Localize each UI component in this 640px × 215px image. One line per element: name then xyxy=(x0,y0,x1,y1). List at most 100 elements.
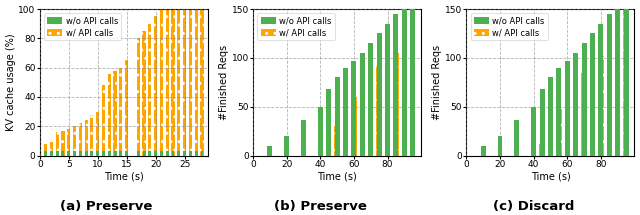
Bar xyxy=(598,24,604,155)
Bar xyxy=(154,16,157,155)
Bar xyxy=(44,151,47,155)
Bar xyxy=(481,146,486,155)
Bar xyxy=(351,61,356,155)
Bar xyxy=(360,82,365,155)
Bar xyxy=(148,24,152,155)
Bar xyxy=(102,85,105,155)
Legend: w/o API calls, w/ API calls: w/o API calls, w/ API calls xyxy=(257,13,335,40)
Bar xyxy=(73,151,76,155)
Bar xyxy=(56,151,59,155)
Bar xyxy=(102,151,105,155)
Bar xyxy=(623,9,628,155)
Text: (b) Preserve: (b) Preserve xyxy=(273,200,367,213)
Bar xyxy=(410,9,415,155)
Bar xyxy=(376,66,382,155)
Bar xyxy=(540,89,545,155)
Bar xyxy=(200,151,204,155)
Bar xyxy=(360,53,365,155)
Bar xyxy=(172,151,175,155)
Y-axis label: KV cache usage (%): KV cache usage (%) xyxy=(6,34,15,131)
Bar xyxy=(385,58,390,155)
Bar xyxy=(564,61,570,155)
Bar xyxy=(73,126,76,155)
Bar xyxy=(160,151,163,155)
Bar xyxy=(573,81,579,155)
X-axis label: Time (s): Time (s) xyxy=(317,172,357,181)
Bar xyxy=(90,115,93,155)
Bar xyxy=(564,95,570,155)
Bar xyxy=(183,151,186,155)
Bar xyxy=(143,151,145,155)
Bar xyxy=(96,112,99,155)
Bar xyxy=(402,9,407,155)
Bar xyxy=(44,144,47,155)
Bar xyxy=(351,97,356,155)
Bar xyxy=(183,9,186,155)
Bar xyxy=(393,53,399,155)
Bar xyxy=(318,107,323,155)
Bar xyxy=(335,77,340,155)
Bar xyxy=(50,142,53,155)
Bar xyxy=(394,14,398,155)
Bar xyxy=(148,151,151,155)
Bar xyxy=(326,89,331,155)
Bar xyxy=(515,120,519,155)
Bar xyxy=(573,53,578,155)
Bar xyxy=(335,126,340,155)
Bar xyxy=(556,109,561,155)
Legend: w/o API calls, w/ API calls: w/o API calls, w/ API calls xyxy=(470,13,548,40)
Bar xyxy=(556,68,561,155)
X-axis label: Time (s): Time (s) xyxy=(104,172,143,181)
Bar xyxy=(177,9,180,155)
Bar xyxy=(200,9,204,155)
Bar xyxy=(376,34,381,155)
Bar xyxy=(61,131,65,155)
Y-axis label: #Finished Reqs: #Finished Reqs xyxy=(219,45,229,120)
Bar xyxy=(137,38,140,155)
Bar xyxy=(125,151,128,155)
Bar xyxy=(113,71,116,155)
Bar xyxy=(160,9,163,155)
Bar xyxy=(548,124,553,155)
Bar xyxy=(607,50,612,155)
Legend: w/o API calls, w/ API calls: w/o API calls, w/ API calls xyxy=(44,13,122,40)
Text: (a) Preserve: (a) Preserve xyxy=(60,200,153,213)
Bar xyxy=(177,151,180,155)
Bar xyxy=(50,151,53,155)
Bar xyxy=(154,151,157,155)
X-axis label: Time (s): Time (s) xyxy=(531,172,570,181)
Bar xyxy=(195,9,198,155)
Text: (c) Discard: (c) Discard xyxy=(493,200,574,213)
Bar xyxy=(84,120,88,155)
Bar xyxy=(598,56,604,155)
Bar xyxy=(166,151,169,155)
Bar xyxy=(581,72,587,155)
Bar xyxy=(56,132,59,155)
Bar xyxy=(385,24,390,155)
Y-axis label: #Finished Reqs: #Finished Reqs xyxy=(432,45,442,120)
Bar xyxy=(284,136,289,155)
Bar xyxy=(90,151,93,155)
Bar xyxy=(67,151,70,155)
Bar xyxy=(189,151,192,155)
Bar xyxy=(540,144,545,155)
Bar xyxy=(589,63,595,155)
Bar xyxy=(125,60,128,155)
Bar xyxy=(607,14,612,155)
Bar xyxy=(143,31,146,155)
Bar xyxy=(108,151,111,155)
Bar xyxy=(531,107,536,155)
Bar xyxy=(326,146,332,155)
Bar xyxy=(343,68,348,155)
Bar xyxy=(67,129,70,155)
Bar xyxy=(623,9,628,155)
Bar xyxy=(61,151,65,155)
Bar xyxy=(137,151,140,155)
Bar xyxy=(189,9,192,155)
Bar xyxy=(96,151,99,155)
Bar xyxy=(582,43,586,155)
Bar xyxy=(497,136,502,155)
Bar xyxy=(119,68,122,155)
Bar xyxy=(368,74,373,155)
Bar xyxy=(79,151,82,155)
